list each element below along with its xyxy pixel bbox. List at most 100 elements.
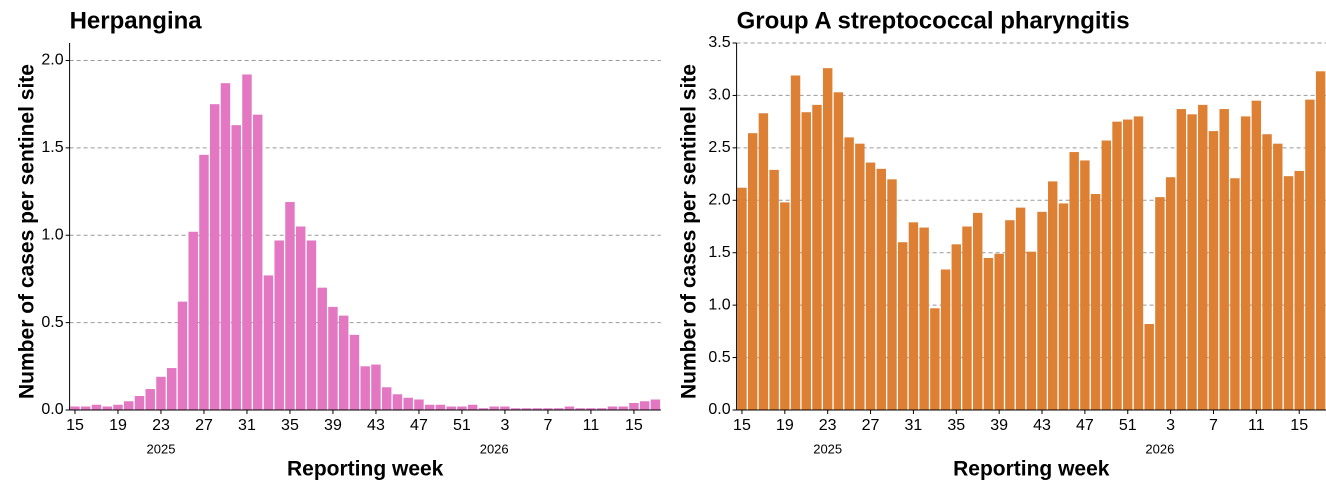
bar bbox=[1123, 119, 1133, 410]
bar bbox=[1155, 197, 1165, 410]
bar bbox=[70, 406, 80, 410]
bar bbox=[521, 408, 532, 410]
bar bbox=[1219, 109, 1229, 410]
bar bbox=[930, 308, 940, 410]
x-tick-label: 35 bbox=[281, 417, 299, 434]
bar bbox=[177, 301, 188, 410]
y-tick-label: 1.5 bbox=[41, 139, 63, 156]
chart-title: Group A streptococcal pharyngitis bbox=[737, 7, 1130, 34]
bar bbox=[1058, 203, 1069, 410]
x-tick-label: 7 bbox=[1209, 417, 1218, 434]
bar bbox=[328, 306, 338, 410]
bar bbox=[1273, 143, 1283, 411]
bar bbox=[446, 406, 456, 410]
bar bbox=[1176, 109, 1187, 410]
x-tick-label: 51 bbox=[453, 417, 471, 434]
bar bbox=[543, 408, 553, 410]
y-axis-label: Number of cases per sentinel site bbox=[678, 64, 701, 399]
bar bbox=[639, 401, 650, 410]
bar bbox=[1090, 193, 1101, 410]
x-axis-label: Reporting week bbox=[287, 458, 444, 481]
y-tick-label: 2.0 bbox=[41, 52, 63, 69]
x-tick-label: 27 bbox=[862, 417, 880, 434]
y-tick-label: 1.5 bbox=[708, 244, 730, 261]
bar bbox=[1015, 207, 1026, 410]
bar bbox=[1283, 176, 1294, 410]
bar bbox=[532, 408, 542, 410]
bar bbox=[564, 406, 575, 410]
bar bbox=[865, 162, 876, 410]
x-tick-label: 27 bbox=[195, 417, 213, 434]
x-tick-label: 15 bbox=[66, 417, 84, 434]
bar bbox=[392, 394, 403, 410]
x-tick-label: 43 bbox=[367, 417, 385, 434]
x-tick-label: 7 bbox=[543, 417, 552, 434]
bar bbox=[435, 404, 446, 410]
bar bbox=[113, 404, 123, 410]
bar bbox=[994, 253, 1004, 410]
bar bbox=[553, 408, 564, 410]
bar bbox=[1144, 324, 1154, 410]
bar bbox=[489, 406, 499, 410]
x-tick-label: 3 bbox=[1166, 417, 1175, 434]
x-tick-label: 51 bbox=[1119, 417, 1137, 434]
bar bbox=[769, 169, 779, 410]
bar bbox=[983, 257, 994, 410]
bar bbox=[1080, 160, 1090, 410]
bar bbox=[242, 74, 252, 410]
x-tick-label: 15 bbox=[625, 417, 643, 434]
bar bbox=[102, 406, 112, 410]
bar bbox=[295, 226, 306, 410]
x-tick-label: 11 bbox=[583, 417, 600, 434]
chart-title: Herpangina bbox=[70, 7, 203, 34]
bar bbox=[822, 68, 833, 410]
bar bbox=[737, 187, 747, 410]
bar bbox=[1005, 220, 1015, 410]
bar bbox=[951, 244, 962, 410]
bar bbox=[134, 396, 145, 410]
bar bbox=[887, 179, 897, 410]
bar bbox=[1133, 116, 1144, 411]
bar bbox=[897, 242, 908, 410]
bar bbox=[1165, 177, 1176, 410]
x-tick-label: 31 bbox=[905, 417, 923, 434]
bar bbox=[199, 154, 209, 410]
bar bbox=[1048, 181, 1058, 410]
bar bbox=[263, 275, 274, 410]
x-tick-label: 39 bbox=[324, 417, 342, 434]
bar bbox=[306, 240, 317, 410]
bar bbox=[618, 406, 628, 410]
x-tick-label: 23 bbox=[152, 417, 170, 434]
bar bbox=[1198, 104, 1208, 410]
year-label: 2026 bbox=[1145, 441, 1174, 456]
bar bbox=[123, 401, 134, 410]
bar bbox=[371, 364, 381, 410]
x-tick-label: 39 bbox=[990, 417, 1008, 434]
bar bbox=[908, 222, 919, 410]
bar bbox=[1208, 131, 1219, 410]
bar bbox=[919, 227, 929, 410]
bar bbox=[833, 92, 844, 410]
bar bbox=[1112, 121, 1122, 411]
bar bbox=[1315, 71, 1326, 410]
bar bbox=[844, 137, 854, 410]
bar bbox=[790, 75, 801, 411]
bar bbox=[510, 408, 521, 410]
y-axis-label: Number of cases per sentinel site bbox=[16, 64, 39, 399]
bar bbox=[457, 406, 467, 410]
x-tick-label: 15 bbox=[1290, 417, 1308, 434]
bar bbox=[252, 114, 263, 411]
bar bbox=[360, 366, 370, 410]
bar bbox=[650, 399, 661, 410]
bar bbox=[1026, 251, 1037, 410]
bar bbox=[424, 404, 435, 410]
bar bbox=[285, 202, 295, 410]
bar bbox=[1262, 134, 1272, 410]
year-label: 2026 bbox=[480, 441, 509, 456]
bar bbox=[962, 226, 972, 410]
bar bbox=[1069, 152, 1079, 410]
bar bbox=[1305, 99, 1315, 410]
x-tick-label: 19 bbox=[109, 417, 127, 434]
y-tick-label: 0.5 bbox=[41, 314, 63, 331]
